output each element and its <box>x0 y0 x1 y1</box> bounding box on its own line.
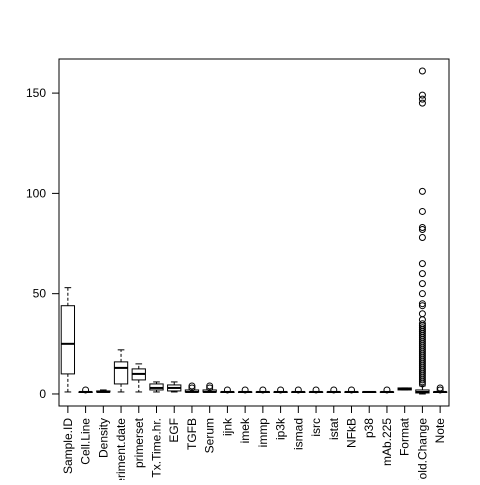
boxes-group <box>60 67 448 395</box>
box-Serum <box>202 382 217 393</box>
box-Density <box>96 389 111 393</box>
outlier-point <box>418 320 426 328</box>
x-tick-label: Format <box>398 417 412 456</box>
outlier-point <box>418 290 426 298</box>
box-Experiment.date <box>113 349 129 393</box>
outlier-point <box>330 386 338 394</box>
outlier-point <box>418 223 426 231</box>
outlier-point <box>436 386 444 394</box>
y-tick-label: 50 <box>33 287 47 301</box>
outlier-point <box>188 384 196 392</box>
outlier-point <box>418 187 426 195</box>
outlier-point <box>418 67 426 75</box>
x-tick-label: imek <box>238 417 252 443</box>
outlier-point <box>277 386 285 394</box>
y-axis: 0 50 100 150 <box>26 86 60 401</box>
x-tick-label: Fold.Change <box>415 418 429 480</box>
box-iqr <box>113 361 129 385</box>
x-tick-label: Experiment.date <box>114 418 128 480</box>
box-Note <box>432 384 448 394</box>
outlier-point <box>418 310 426 318</box>
x-tick-label: isrc <box>309 418 323 437</box>
box-Tx.Time.hr. <box>149 381 164 393</box>
outlier-point <box>418 260 426 268</box>
x-tick-label: Tx.Time.hr. <box>150 418 164 478</box>
x-tick-label: Cell.Line <box>79 418 93 465</box>
x-tick-label: istat <box>327 417 341 440</box>
x-axis-labels: Sample.ID Cell.Line Density Experiment.date… <box>61 405 447 485</box>
outlier-point <box>241 386 249 394</box>
outlier-point <box>82 386 90 394</box>
x-tick-label: ip3k <box>274 417 288 440</box>
outlier-point <box>436 384 444 392</box>
outlier-point <box>418 95 426 103</box>
x-tick-label: Density <box>96 418 110 458</box>
outlier-point <box>348 386 355 394</box>
outlier-point <box>312 386 320 394</box>
x-tick-label: Serum <box>203 418 217 453</box>
outlier-point <box>418 324 426 332</box>
box-NFkB <box>344 386 359 394</box>
outlier-point <box>418 225 426 233</box>
outlier-point <box>383 386 391 394</box>
x-tick-label: EGF <box>167 418 181 443</box>
x-tick-label: Sample.ID <box>61 418 75 474</box>
outlier-point <box>188 382 196 390</box>
box-ismad <box>291 386 306 394</box>
outlier-point <box>206 384 214 392</box>
box-primerset <box>131 363 146 393</box>
box-istat <box>326 386 341 394</box>
outlier-point <box>206 382 214 390</box>
box-isrc <box>308 386 324 394</box>
x-tick-label: immp <box>256 418 270 448</box>
box-Sample.ID <box>60 287 76 393</box>
x-tick-label: mAb.225 <box>380 418 394 466</box>
x-tick-label: p38 <box>362 418 376 438</box>
box-iqr <box>60 305 76 375</box>
box-iqr <box>149 383 164 391</box>
box-ijnk <box>220 386 235 394</box>
outlier-point <box>418 302 426 310</box>
box-Cell.Line <box>78 386 93 394</box>
x-tick-label: Note <box>433 418 447 444</box>
outlier-point <box>418 316 426 324</box>
outlier-point <box>223 386 231 394</box>
x-tick-label: primerset <box>132 417 146 468</box>
y-tick-label: 100 <box>26 186 46 200</box>
outlier-point <box>418 280 426 288</box>
box-ip3k <box>273 386 288 394</box>
box-EGF <box>167 381 182 393</box>
outlier-point <box>418 207 426 215</box>
x-tick-label: TGFB <box>185 418 199 450</box>
outlier-point <box>418 234 426 242</box>
y-tick-label: 0 <box>39 387 46 401</box>
box-imek <box>237 386 253 394</box>
box-TGFB <box>184 382 200 393</box>
x-tick-label: NFkB <box>345 418 359 448</box>
box-Fold.Change <box>415 67 430 395</box>
outlier-point <box>294 386 302 394</box>
box-mAb.225 <box>379 386 395 394</box>
box-immp <box>255 386 271 394</box>
outlier-point <box>418 91 426 99</box>
x-tick-label: ismad <box>291 418 305 450</box>
box-Format <box>397 387 412 391</box>
x-tick-label: ijnk <box>220 417 234 436</box>
outlier-point <box>259 386 267 394</box>
box-p38 <box>362 390 377 393</box>
outlier-point <box>418 270 426 278</box>
plot-frame <box>58 58 450 407</box>
y-tick-label: 150 <box>26 86 46 100</box>
outlier-point <box>418 99 426 107</box>
outlier-point <box>418 300 426 308</box>
